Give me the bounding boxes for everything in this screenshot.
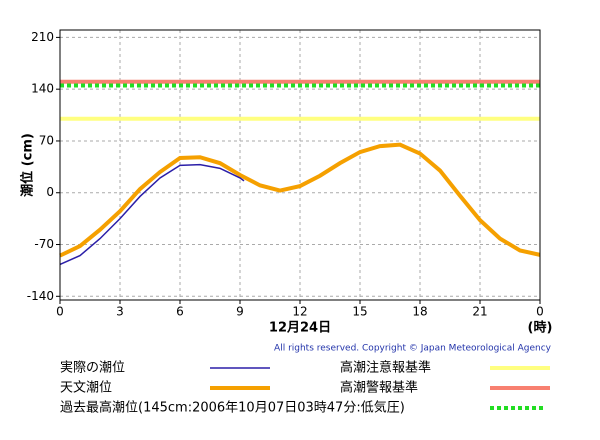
x-tick-label: 21 [472, 305, 487, 319]
x-tick-label: 18 [412, 305, 427, 319]
x-tick-label: 9 [236, 305, 244, 319]
copyright: All rights reserved. Copyright © Japan M… [274, 344, 552, 354]
legend-label: 高潮注意報基準 [340, 360, 431, 376]
x-tick-label: 6 [176, 305, 184, 319]
y-tick-label: 70 [39, 133, 54, 147]
y-tick-label: 0 [46, 185, 54, 199]
line-series [59, 163, 245, 266]
y-label: 潮位 (cm) [20, 133, 36, 197]
legend-label: 実際の潮位 [60, 360, 125, 376]
x-tick-label: 0 [56, 305, 64, 319]
line-series [59, 142, 541, 258]
y-tick-label: 210 [31, 30, 54, 44]
y-tick-label: -70 [34, 237, 54, 251]
x-tick-label: 0 [536, 305, 544, 319]
legend-label: 高潮警報基準 [340, 380, 418, 396]
y-tick-label: 140 [31, 82, 54, 96]
x-unit: (時) [528, 320, 553, 336]
plot-frame [59, 29, 541, 301]
x-tick-label: 15 [352, 305, 367, 319]
y-tick-label: -140 [27, 289, 54, 303]
legend-label: 過去最高潮位(145cm:2006年10月07日03時47分:低気圧) [60, 400, 405, 416]
x-tick-label: 3 [116, 305, 124, 319]
x-label: 12月24日 [269, 321, 331, 336]
x-tick-label: 12 [292, 305, 307, 319]
legend-label: 天文潮位 [60, 381, 112, 396]
